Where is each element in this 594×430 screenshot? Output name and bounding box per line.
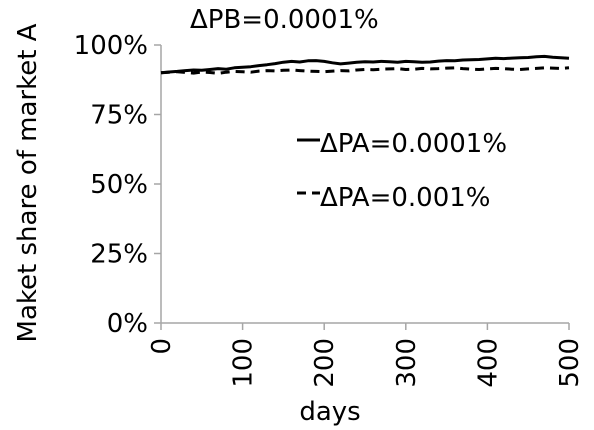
- legend-label-solid: ΔPA=0.0001%: [320, 129, 507, 159]
- legend-label-dashed: ΔPA=0.001%: [320, 183, 491, 213]
- x-tick-label: 0: [147, 338, 177, 355]
- y-axis-label: Maket share of market A: [13, 23, 43, 342]
- x-tick-label: 400: [473, 338, 503, 388]
- y-ticks: 0% 25% 50% 75% 100%: [74, 31, 161, 339]
- y-tick-label: 75%: [90, 101, 148, 131]
- x-tick-label: 500: [555, 338, 585, 388]
- series-line-dashed: [160, 66, 570, 75]
- series-group: [160, 54, 570, 75]
- y-tick-label: 0%: [107, 309, 148, 339]
- x-axis-label: days: [299, 397, 360, 427]
- x-tick-label: 300: [392, 338, 422, 388]
- series-line-solid: [160, 54, 570, 75]
- chart-title: ΔPB=0.0001%: [190, 5, 379, 35]
- y-tick-label: 100%: [74, 31, 148, 61]
- x-tick-label: 100: [229, 338, 259, 388]
- x-tick-label: 200: [310, 338, 340, 388]
- legend: ΔPA=0.0001% ΔPA=0.001%: [297, 129, 507, 213]
- y-tick-label: 25%: [90, 240, 148, 270]
- x-ticks: 0 100 200 300 400 500: [147, 323, 585, 388]
- y-tick-label: 50%: [90, 170, 148, 200]
